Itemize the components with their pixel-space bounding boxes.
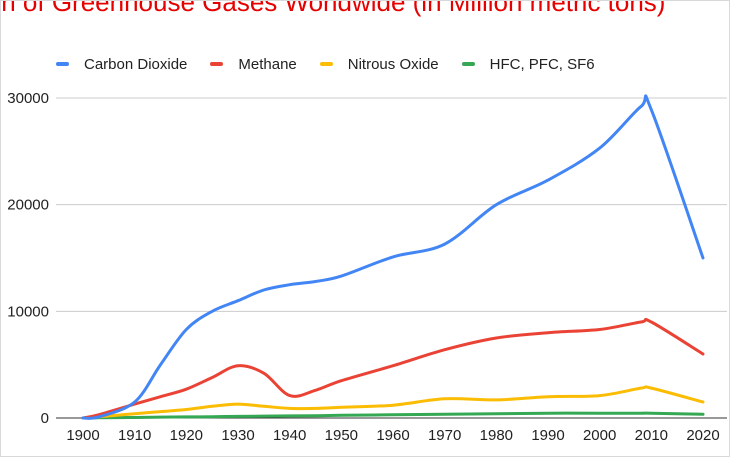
- line-hfc-pfc-sf6[interactable]: [81, 411, 705, 420]
- x-tick-label: 2010: [635, 427, 668, 444]
- x-tick-label: 1930: [221, 427, 254, 444]
- x-tick-label: 1960: [376, 427, 409, 444]
- x-tick-label: 1940: [273, 427, 306, 444]
- legend: Carbon Dioxide Methane Nitrous Oxide HFC…: [56, 54, 618, 74]
- y-tick-label: 0: [41, 410, 49, 427]
- x-tick-label: 1980: [480, 427, 513, 444]
- legend-item-nitrous-oxide[interactable]: Nitrous Oxide: [319, 55, 439, 73]
- y-tick-label: 20000: [7, 197, 49, 214]
- legend-swatch-hfc-pfc-sf6: [461, 62, 475, 66]
- x-tick-label: 1990: [531, 427, 564, 444]
- y-tick-label: 30000: [7, 90, 49, 107]
- legend-item-methane[interactable]: Methane: [210, 55, 297, 73]
- x-tick-label: 1920: [170, 427, 203, 444]
- legend-label-carbon-dioxide: Carbon Dioxide: [84, 55, 188, 73]
- legend-label-hfc-pfc-sf6: HFC, PFC, SF6: [489, 55, 595, 73]
- line-carbon-dioxide[interactable]: [81, 94, 705, 420]
- y-tick-label: 10000: [7, 303, 49, 320]
- legend-label-nitrous-oxide: Nitrous Oxide: [347, 55, 439, 73]
- legend-swatch-carbon-dioxide: [56, 62, 69, 66]
- legend-item-carbon-dioxide[interactable]: Carbon Dioxide: [56, 56, 187, 73]
- x-tick-label: 1910: [118, 427, 151, 444]
- series-lines: [81, 94, 705, 420]
- line-methane[interactable]: [81, 317, 705, 420]
- x-tick-label: 2000: [583, 427, 616, 444]
- x-axis-ticks: 1900 1910 1920 1930 1940 1950 1960 1970 1980 1990…: [66, 427, 719, 444]
- line-nitrous-oxide[interactable]: [81, 385, 705, 420]
- legend-item-hfc-pfc-sf6[interactable]: HFC, PFC, SF6: [461, 55, 595, 73]
- y-axis-ticks: 0 10000 20000 30000: [7, 90, 49, 427]
- chart-title: ssion of Greenhouse Gases Worldwide (in …: [0, 0, 666, 17]
- x-tick-label: 1970: [428, 427, 461, 444]
- legend-swatch-methane: [210, 62, 224, 66]
- legend-swatch-nitrous-oxide: [319, 62, 333, 66]
- x-tick-label: 2020: [686, 427, 719, 444]
- x-tick-label: 1900: [66, 427, 99, 444]
- legend-label-methane: Methane: [238, 55, 297, 73]
- x-tick-label: 1950: [325, 427, 358, 444]
